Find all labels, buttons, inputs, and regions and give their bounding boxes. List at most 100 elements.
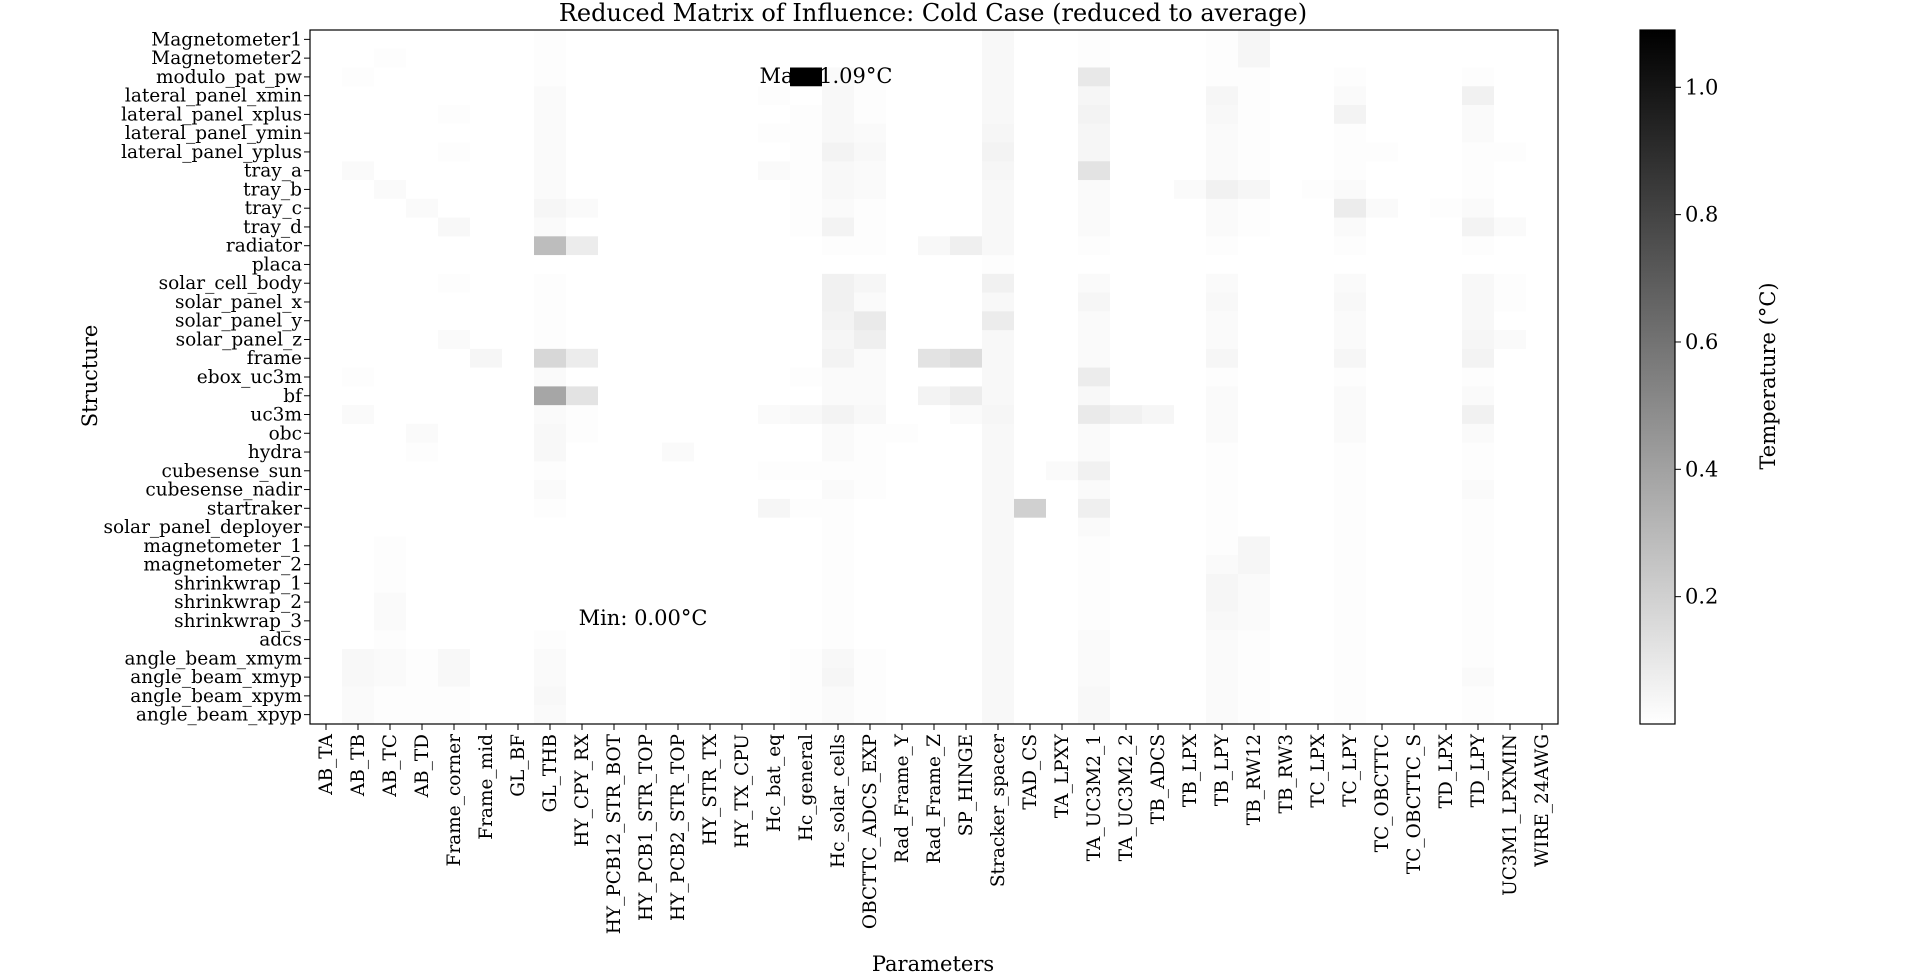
heatmap-cell: [1430, 367, 1463, 387]
heatmap-cell: [758, 573, 791, 594]
heatmap-cell: [1014, 405, 1047, 425]
heatmap-cell: [1302, 573, 1335, 594]
heatmap-cell: [630, 498, 663, 519]
heatmap-cell: [1270, 517, 1303, 537]
heatmap-cell: [758, 217, 791, 237]
heatmap-cell: [918, 611, 951, 631]
heatmap-cell: [1078, 498, 1111, 519]
heatmap-cell: [790, 611, 823, 631]
heatmap-cell: [1334, 536, 1367, 556]
heatmap-cell: [1078, 686, 1111, 706]
heatmap-cell: [1206, 180, 1239, 200]
heatmap-cell: [1206, 686, 1239, 706]
heatmap-cell: [566, 67, 599, 87]
heatmap-cell: [1142, 667, 1175, 687]
heatmap-cell: [342, 573, 375, 594]
heatmap-cell: [1334, 292, 1367, 312]
heatmap-cell: [1238, 592, 1271, 612]
heatmap-cell: [918, 442, 951, 462]
heatmap-cell: [1334, 686, 1367, 706]
heatmap-cell: [470, 30, 503, 50]
heatmap-cell: [1526, 30, 1559, 50]
heatmap-cell: [502, 348, 535, 369]
heatmap-cell: [406, 573, 439, 594]
heatmap-cell: [726, 461, 759, 481]
heatmap-cell: [1238, 86, 1271, 106]
heatmap-cell: [1014, 142, 1047, 162]
heatmap-cell: [694, 311, 727, 331]
heatmap-cell: [662, 123, 695, 143]
heatmap-cell: [886, 273, 919, 293]
heatmap-cell: [438, 480, 471, 500]
heatmap-cell: [886, 86, 919, 106]
colorbar-tick-label: 0.4: [1685, 457, 1718, 481]
heatmap-cell: [470, 67, 503, 87]
heatmap-cell: [438, 180, 471, 200]
heatmap-cell: [1046, 611, 1079, 631]
heatmap-cell: [854, 255, 887, 275]
x-tick-label: WIRE_24AWG: [1532, 734, 1553, 867]
heatmap-cell: [726, 273, 759, 293]
heatmap-cell: [438, 236, 471, 256]
heatmap-cell: [822, 611, 855, 631]
heatmap-cell: [406, 555, 439, 575]
heatmap-cell: [1494, 367, 1527, 387]
heatmap-cell: [566, 292, 599, 312]
heatmap-cell: [1398, 348, 1431, 369]
heatmap-cell: [1398, 461, 1431, 481]
y-tick-label: solar_panel_y: [175, 311, 303, 332]
heatmap-cell: [1430, 255, 1463, 275]
heatmap-cell: [470, 480, 503, 500]
heatmap-cell: [1078, 648, 1111, 669]
heatmap-cell: [1046, 273, 1079, 293]
heatmap-cell: [758, 292, 791, 312]
heatmap-cell: [534, 592, 567, 612]
heatmap-cell: [790, 236, 823, 256]
heatmap-cell: [502, 648, 535, 669]
heatmap-cell: [1526, 573, 1559, 594]
heatmap-cell: [502, 180, 535, 200]
heatmap-cell: [1494, 555, 1527, 575]
heatmap-cell: [982, 86, 1015, 106]
heatmap-cell: [1046, 105, 1079, 125]
x-tick-label: Frame_mid: [476, 734, 497, 840]
heatmap-cell: [1526, 86, 1559, 106]
heatmap-cell: [598, 330, 631, 350]
y-tick-label: cubesense_sun: [162, 461, 303, 482]
heatmap-cell: [566, 48, 599, 68]
heatmap-cell: [1462, 217, 1495, 237]
heatmap-cell: [1430, 611, 1463, 631]
heatmap-cell: [438, 142, 471, 162]
heatmap-cell: [1110, 330, 1143, 350]
heatmap-cell: [694, 461, 727, 481]
heatmap-cell: [1366, 236, 1399, 256]
heatmap-cell: [790, 198, 823, 218]
heatmap-cell: [342, 592, 375, 612]
heatmap-cell: [1526, 180, 1559, 200]
heatmap-cell: [1302, 517, 1335, 537]
x-tick-label: Hc_bat_eq: [764, 734, 785, 832]
heatmap-cell: [1078, 161, 1111, 181]
heatmap-cell: [1430, 30, 1463, 50]
heatmap-cell: [534, 461, 567, 481]
heatmap-cell: [918, 311, 951, 331]
heatmap-cell: [1398, 198, 1431, 218]
heatmap-cell: [1142, 442, 1175, 462]
heatmap-cell: [1430, 142, 1463, 162]
heatmap-cell: [1494, 348, 1527, 369]
heatmap-cell: [694, 217, 727, 237]
heatmap-cell: [1046, 686, 1079, 706]
heatmap-cell: [1526, 348, 1559, 369]
heatmap-cell: [1046, 592, 1079, 612]
heatmap-cell: [1174, 630, 1207, 650]
x-tick-label: Hc_general: [796, 734, 817, 841]
heatmap-cell: [1238, 105, 1271, 125]
heatmap-cell: [790, 311, 823, 331]
heatmap-cell: [470, 498, 503, 519]
heatmap-cell: [950, 217, 983, 237]
heatmap-cell: [1206, 105, 1239, 125]
heatmap-cell: [374, 67, 407, 87]
heatmap-cell: [438, 555, 471, 575]
heatmap-cell: [662, 273, 695, 293]
heatmap-cell: [662, 630, 695, 650]
